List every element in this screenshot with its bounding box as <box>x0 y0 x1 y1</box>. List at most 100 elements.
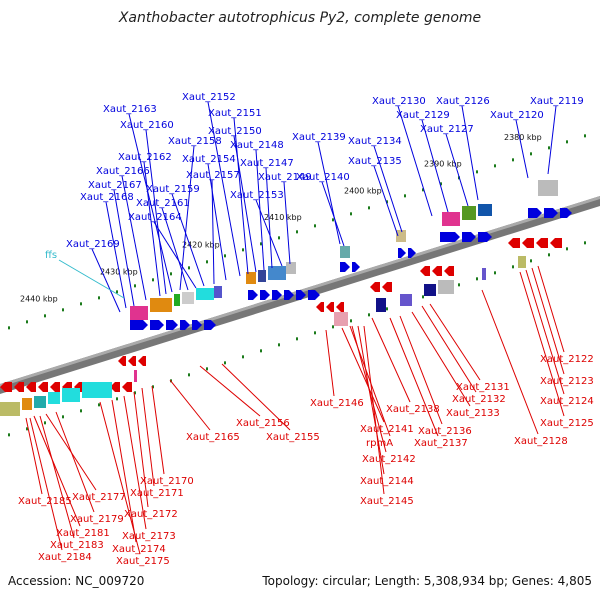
forward-gene-label: Xaut_2157 <box>186 170 240 181</box>
forward-leader-line <box>373 165 399 237</box>
forward-tick <box>296 230 298 234</box>
forward-tick <box>134 284 136 288</box>
forward-leader-line <box>207 101 241 277</box>
reverse-gene-label: Xaut_2122 <box>540 354 594 365</box>
reverse-tick <box>476 277 478 281</box>
forward-gene-label: Xaut_2119 <box>530 96 584 107</box>
reverse-gene-box <box>438 280 454 294</box>
reverse-leader-line <box>111 399 137 543</box>
reverse-leader-line <box>123 395 147 530</box>
reverse-leader-line <box>151 385 165 475</box>
reverse-leader-line <box>537 265 565 353</box>
reverse-gene-arrow <box>138 356 146 366</box>
forward-gene-label: Xaut_2163 <box>103 104 157 115</box>
forward-tick <box>8 326 10 330</box>
reverse-gene-arrow <box>0 382 12 392</box>
reverse-gene-box <box>376 298 386 312</box>
accession-label: Accession: NC_009720 <box>8 574 145 588</box>
reverse-gene-label: Xaut_2181 <box>56 528 110 539</box>
reverse-leader-line <box>399 315 443 425</box>
reverse-gene-label: Xaut_2131 <box>456 382 510 393</box>
forward-tick <box>188 266 190 270</box>
reverse-leader-line <box>411 311 471 407</box>
reverse-gene-label: Xaut_2145 <box>360 496 414 507</box>
forward-tick <box>422 188 424 192</box>
forward-gene-label: Xaut_2164 <box>128 212 182 223</box>
forward-gene-label: Xaut_2162 <box>118 152 172 163</box>
reverse-tick <box>260 349 262 353</box>
reverse-gene-label: Xaut_2125 <box>540 418 594 429</box>
forward-gene-label: Xaut_2166 <box>96 166 150 177</box>
forward-tick <box>314 224 316 228</box>
forward-gene-arrow <box>544 208 558 218</box>
reverse-gene-arrow <box>50 382 60 392</box>
reverse-gene-arrow <box>128 356 136 366</box>
forward-gene-box <box>462 206 476 220</box>
forward-gene-label: Xaut_2120 <box>490 110 544 121</box>
forward-leader-line <box>145 129 167 295</box>
reverse-gene-label: Xaut_2155 <box>266 432 320 443</box>
reverse-leader-line <box>421 305 477 393</box>
scale-label: 2410 kbp <box>264 213 302 222</box>
forward-leader-line <box>265 167 273 269</box>
reverse-gene-arrow <box>326 302 334 312</box>
reverse-leader-line <box>221 363 291 431</box>
reverse-tick <box>458 283 460 287</box>
forward-gene-label: Xaut_2126 <box>436 96 490 107</box>
reverse-leader-line <box>29 417 63 551</box>
forward-gene-arrow <box>260 290 270 300</box>
forward-gene-arrow <box>192 320 202 330</box>
reverse-leader-line <box>141 387 155 487</box>
forward-gene-arrow <box>352 262 360 272</box>
reverse-tick <box>368 313 370 317</box>
reverse-gene-label: Xaut_2175 <box>116 556 170 567</box>
reverse-gene-label: Xaut_2137 <box>414 438 468 449</box>
reverse-tick <box>224 361 226 365</box>
reverse-gene-label: Xaut_2128 <box>514 436 568 447</box>
reverse-leader-line <box>525 269 565 395</box>
forward-tick <box>260 242 262 246</box>
reverse-tick <box>494 271 496 275</box>
forward-gene-box <box>286 262 296 274</box>
forward-gene-label: Xaut_2135 <box>348 156 402 167</box>
forward-gene-label: Xaut_2147 <box>240 158 294 169</box>
reverse-gene-label: Xaut_2170 <box>140 476 194 487</box>
reverse-leader-line <box>325 329 335 397</box>
forward-leader-line <box>207 163 227 281</box>
scale-label: 2400 kbp <box>344 186 382 195</box>
forward-gene-box <box>340 246 350 258</box>
forward-gene-arrow <box>308 290 320 300</box>
reverse-gene-arrow <box>420 266 430 276</box>
reverse-tick <box>566 247 568 251</box>
reverse-gene-box <box>82 382 112 398</box>
forward-leader-line <box>233 117 249 275</box>
reverse-gene-arrow <box>508 238 520 248</box>
forward-leader-line <box>317 141 341 245</box>
reverse-gene-label: Xaut_2144 <box>360 476 414 487</box>
reverse-tick <box>512 265 514 269</box>
forward-leader-line <box>171 193 205 287</box>
reverse-gene-label: Xaut_2138 <box>386 404 440 415</box>
forward-gene-arrow <box>166 320 178 330</box>
reverse-gene-box <box>22 398 32 410</box>
reverse-tick <box>98 403 100 407</box>
reverse-tick <box>296 337 298 341</box>
forward-gene-arrow <box>248 290 258 300</box>
reverse-gene-label: Xaut_2123 <box>540 376 594 387</box>
reverse-gene-box <box>0 402 20 416</box>
ncrna-leader-line <box>58 259 125 299</box>
forward-gene-label: Xaut_2152 <box>182 92 236 103</box>
forward-gene-label: Xaut_2167 <box>88 180 142 191</box>
forward-tick <box>80 302 82 306</box>
reverse-leader-line <box>33 415 81 527</box>
reverse-gene-arrow <box>26 382 36 392</box>
forward-tick <box>386 200 388 204</box>
reverse-gene-box <box>424 284 436 296</box>
forward-leader-line <box>445 133 469 207</box>
forward-gene-label: Xaut_2150 <box>208 126 262 137</box>
forward-leader-line <box>121 175 147 301</box>
reverse-gene-label: Xaut_2142 <box>362 454 416 465</box>
reverse-gene-arrow <box>522 238 534 248</box>
reverse-gene-label: Xaut_2173 <box>122 531 176 542</box>
forward-gene-box <box>258 270 266 282</box>
